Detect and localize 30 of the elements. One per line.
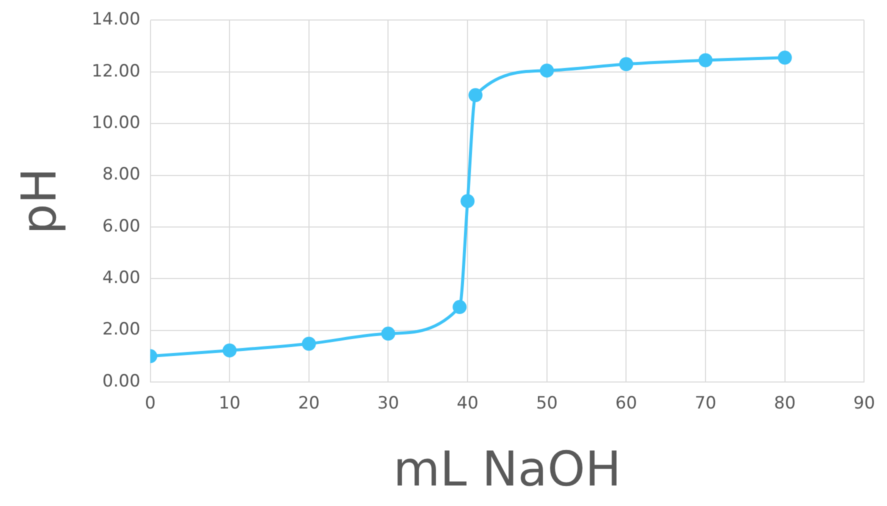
x-tick-label: 90 — [853, 394, 876, 414]
x-tick-label: 0 — [144, 394, 156, 414]
point — [460, 194, 475, 208]
x-tick-label: 60 — [615, 394, 638, 414]
y-tick-label: 8.00 — [102, 164, 140, 185]
x-tick-label: 80 — [774, 394, 796, 414]
point — [698, 53, 713, 68]
point — [381, 326, 396, 341]
x-tick-label: 20 — [298, 394, 320, 414]
y-tick-label: 0.00 — [102, 371, 140, 392]
y-tick-label: 2.00 — [102, 320, 140, 340]
point — [452, 300, 467, 314]
x-tick-label: 50 — [536, 394, 558, 414]
y-tick-label: 14.00 — [92, 10, 140, 30]
point — [778, 50, 792, 65]
y-axis-title: pH — [11, 168, 68, 234]
y-tick-label: 6.00 — [102, 216, 140, 236]
x-tick-label: 10 — [218, 394, 240, 414]
point — [468, 88, 482, 102]
y-tick-label: 4.00 — [102, 268, 140, 288]
point — [302, 336, 316, 351]
point — [619, 57, 634, 72]
x-axis-title: mL NaOH — [393, 442, 622, 498]
x-tick-label: 40 — [456, 394, 478, 414]
y-tick-label: 10.00 — [92, 112, 140, 133]
point — [222, 343, 237, 358]
x-tick-label: 70 — [694, 394, 716, 414]
y-tick-label: 12.00 — [92, 61, 140, 82]
point — [540, 64, 554, 78]
x-tick-label: 30 — [377, 394, 400, 414]
